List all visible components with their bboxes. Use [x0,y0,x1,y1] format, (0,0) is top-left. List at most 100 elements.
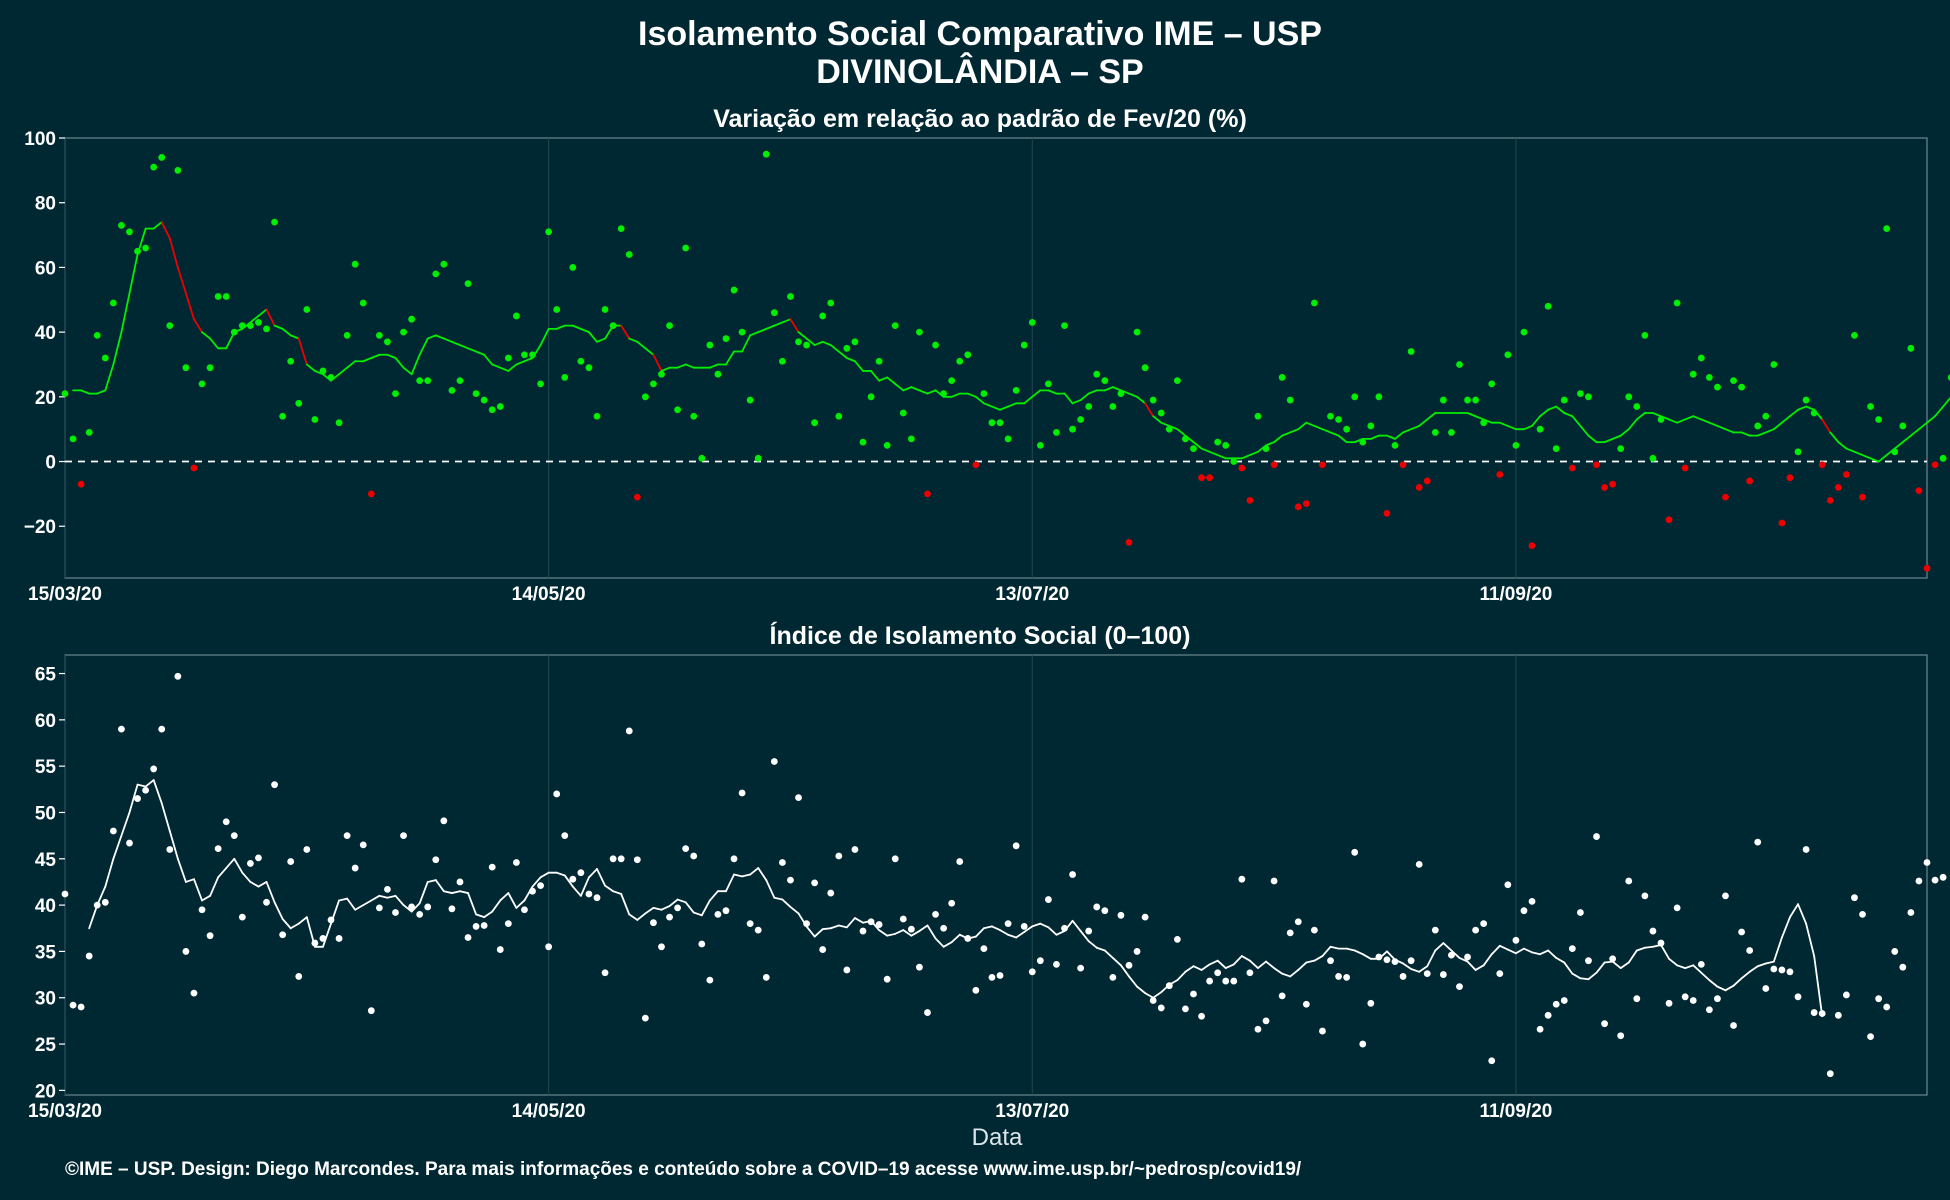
daily-point [85,952,93,960]
moving-average-segment [733,873,743,878]
moving-average-segment [201,331,211,340]
moving-average-segment [1281,431,1292,437]
daily-point [448,386,456,394]
moving-average-segment [684,363,695,369]
daily-point [714,910,722,918]
moving-average-segment [1603,437,1614,444]
moving-average-segment [781,318,792,324]
moving-average-segment [451,890,461,894]
daily-point [1101,907,1109,915]
moving-average-segment [579,327,590,334]
daily-point [924,1009,931,1016]
moving-average-segment [1869,457,1880,463]
daily-point [134,247,141,255]
daily-point [1190,990,1197,998]
daily-point [730,855,738,863]
moving-average-segment [1579,425,1590,437]
moving-average-segment [652,353,663,372]
daily-point [335,935,343,942]
moving-average-segment [757,867,768,881]
daily-point [1923,859,1931,866]
daily-point [609,322,617,330]
daily-point [1407,957,1415,965]
daily-point [1036,957,1044,965]
daily-point [1697,354,1705,362]
daily-point [174,672,182,680]
moving-average-segment [1652,412,1662,418]
moving-average-segment [209,876,220,897]
moving-average-segment [854,360,864,372]
moving-average-segment [1047,926,1058,936]
daily-point [1714,383,1721,391]
panel-variation-y-axis: −20 0 20 40 60 80 100 [24,129,65,538]
daily-point [400,328,407,336]
moving-average-segment [1208,959,1219,966]
daily-point [738,328,746,336]
moving-average-segment [934,937,945,948]
moving-average-segment [1934,405,1945,418]
daily-point [1528,542,1536,550]
moving-average-segment [410,902,421,913]
daily-point [907,925,915,933]
daily-point [1754,838,1762,846]
moving-average-segment [233,857,244,874]
daily-point [416,910,424,918]
daily-point [327,916,335,924]
daily-point [504,920,512,928]
moving-average-segment [386,353,397,359]
daily-point [1641,892,1649,900]
daily-point [633,493,641,501]
moving-average-segment [1668,418,1679,424]
moving-average-segment [136,783,147,788]
daily-point [545,943,553,951]
moving-average-segment [821,340,832,346]
daily-point [1133,948,1141,955]
daily-point [803,920,810,928]
daily-point [827,889,835,897]
moving-average-segment [1047,389,1058,395]
daily-point [1044,380,1052,388]
moving-average-segment [1877,454,1888,463]
daily-point [1351,393,1359,401]
moving-average-segment [1031,922,1042,928]
daily-point [1625,877,1633,885]
daily-point [698,454,706,462]
daily-point [1867,1033,1874,1041]
daily-point [972,986,980,994]
moving-average-segment [1595,961,1606,974]
moving-average-segment [1805,922,1816,957]
daily-point [1270,877,1278,885]
moving-average-segment [579,876,590,897]
panel-variation-frame [64,137,1928,579]
daily-point [343,832,351,840]
moving-average-segment [1434,942,1445,952]
moving-average-segment [1797,903,1807,925]
daily-point [843,344,851,352]
daily-point [714,370,722,378]
daily-point [1028,968,1036,976]
moving-average-segment [281,327,292,337]
daily-point [1576,390,1584,397]
moving-average-segment [1555,405,1566,414]
daily-point [787,293,794,300]
moving-average-segment [362,357,373,363]
daily-point [118,725,125,733]
daily-point [561,374,569,381]
moving-average-segment [1039,922,1050,929]
daily-point [1568,464,1576,472]
daily-point [521,906,528,914]
daily-point [432,856,440,864]
daily-point [553,306,561,313]
moving-average-segment [1176,428,1187,437]
daily-point [1327,412,1334,420]
moving-average-segment [1861,454,1872,460]
daily-point [1560,396,1568,404]
daily-point [1117,390,1125,397]
moving-average-segment [636,340,647,350]
variation-daily-points [61,150,1950,572]
daily-point [1609,955,1617,963]
y-tick-label: 100 [24,129,56,150]
daily-point [263,325,270,333]
daily-point [1536,425,1544,433]
y-tick-label: 80 [35,194,56,215]
